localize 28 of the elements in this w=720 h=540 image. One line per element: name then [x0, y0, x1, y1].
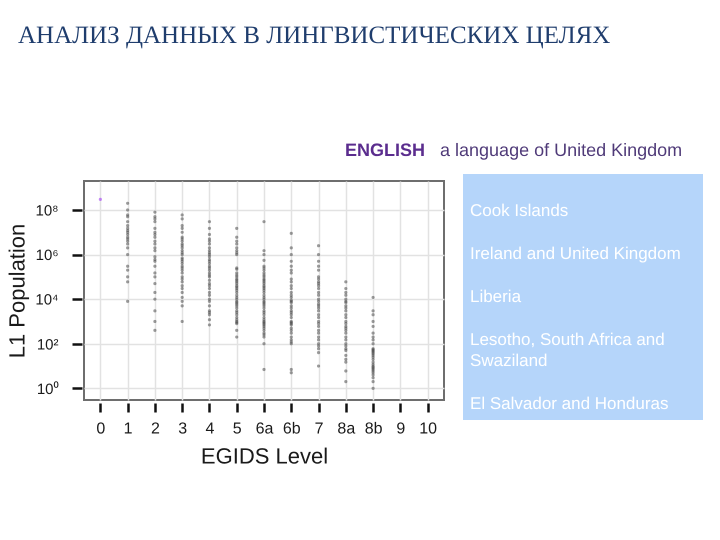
y-tick-label: 10⁰: [36, 380, 58, 398]
chart-title: АНАЛИЗ ДАННЫХ В ЛИНГВИСТИЧЕСКИХ ЦЕЛЯХ: [18, 22, 610, 49]
y-tick-label: 10⁴: [35, 292, 58, 309]
y-tick-label: 10⁸: [35, 202, 58, 220]
text: Cook Islands: [470, 201, 568, 220]
text: Liberia: [470, 287, 522, 306]
x-tick-label: 6b: [282, 420, 301, 438]
x-tick-label: 4: [206, 420, 214, 438]
x-tick-label: 6a: [256, 420, 274, 438]
text: El Salvador and Honduras: [470, 394, 668, 413]
y-tick-label: 10⁶: [36, 247, 58, 264]
x-tick-label: 8b: [364, 420, 383, 438]
x-tick-label: 10: [419, 420, 438, 438]
text: ENGLISH: [345, 140, 426, 160]
x-tick-label: 1: [124, 420, 133, 438]
x-tick-label: 9: [396, 420, 406, 438]
x-tick-label: 0: [96, 420, 106, 438]
text: Ireland and United Kingdom: [470, 244, 681, 263]
text: Lesotho, South Africa and Swaziland: [470, 330, 665, 370]
x-tick-label: 8a: [337, 420, 356, 438]
x-tick-label: 2: [150, 420, 160, 438]
x-tick-label: 3: [178, 420, 188, 438]
x-tick-label: 7: [314, 420, 324, 438]
x-tick-label: 5: [232, 420, 242, 438]
x-axis-title: EGIDS Level: [200, 444, 328, 468]
y-axis-title: L1 Population: [4, 224, 30, 358]
text: a language of United Kingdom: [440, 140, 682, 160]
y-tick-label: 10²: [36, 336, 58, 354]
